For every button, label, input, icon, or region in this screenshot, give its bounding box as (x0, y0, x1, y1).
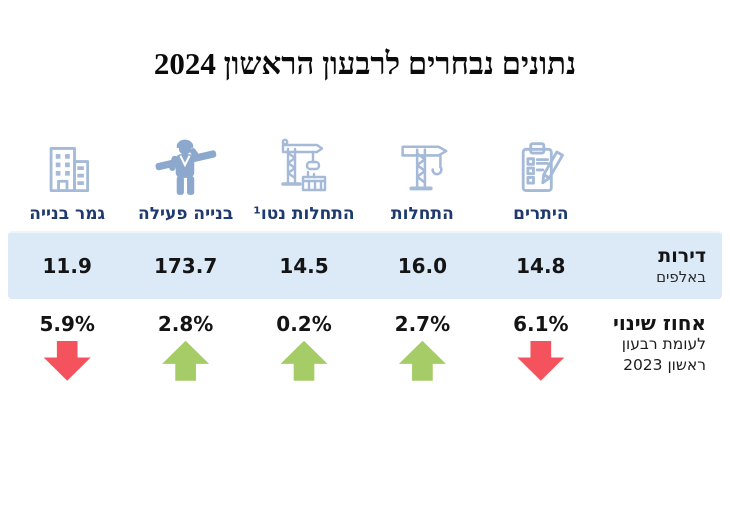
change-value-net-starts: 0.2% (276, 311, 332, 336)
column-completions: גמר בנייה (8, 132, 126, 224)
units-row: דירות באלפים 14.8 16.0 14.5 173.7 11.9 (8, 230, 722, 299)
down-arrow-icon (517, 340, 565, 381)
change-value-permits: 6.1% (513, 311, 569, 336)
up-arrow-icon (398, 340, 446, 381)
change-active-construction: 2.8% (126, 312, 244, 381)
change-row: אחוז שינוי לעומת רבעון ראשון 2023 6.1% 2… (8, 312, 722, 381)
infographic-page: נתונים נבחרים לרבעון הראשון 2024 (0, 46, 730, 532)
value-permits: 14.8 (516, 253, 566, 278)
crane-and-building-icon (272, 132, 336, 200)
change-row-label-sub1: לעומת רבעון (621, 334, 706, 353)
value-net-starts: 14.5 (279, 253, 329, 278)
units-row-label-main: דירות (658, 244, 706, 267)
tower-crane-icon (391, 132, 453, 200)
change-row-label: אחוז שינוי לעומת רבעון ראשון 2023 (600, 312, 722, 376)
units-row-label-sub: באלפים (656, 267, 706, 286)
change-value-active-construction: 2.8% (157, 311, 214, 336)
change-completions: 5.9% (8, 312, 126, 381)
column-starts: התחלות (363, 132, 481, 224)
construction-worker-icon (153, 132, 219, 200)
up-arrow-icon (280, 340, 328, 381)
units-row-label: דירות באלפים (600, 244, 722, 286)
change-starts: 2.7% (363, 312, 481, 381)
icon-row: היתרים התחלות (8, 132, 722, 224)
column-label-permits: היתרים (513, 204, 569, 224)
column-label-active-construction: בנייה פעילה (138, 204, 234, 224)
change-value-completions: 5.9% (39, 311, 95, 336)
down-arrow-icon (43, 340, 91, 381)
change-net-starts: 0.2% (245, 312, 363, 381)
column-label-starts: התחלות (391, 204, 454, 224)
value-active-construction: 173.7 (153, 253, 218, 278)
value-completions: 11.9 (42, 253, 92, 278)
buildings-icon (37, 132, 97, 200)
up-arrow-icon (162, 340, 210, 381)
value-starts: 16.0 (397, 253, 448, 278)
column-label-net-starts: התחלות נטו¹ (253, 204, 355, 224)
column-active-construction: בנייה פעילה (126, 132, 244, 224)
change-value-starts: 2.7% (394, 311, 451, 336)
clipboard-checklist-icon (511, 132, 571, 200)
page-title: נתונים נבחרים לרבעון הראשון 2024 (153, 46, 577, 81)
change-row-label-sub2: ראשון 2023 (623, 355, 706, 374)
change-row-label-main: אחוז שינוי (612, 310, 706, 335)
column-label-completions: גמר בנייה (29, 204, 106, 224)
column-net-starts: התחלות נטו¹ (245, 132, 363, 224)
column-permits: היתרים (482, 132, 600, 224)
change-permits: 6.1% (482, 312, 600, 381)
